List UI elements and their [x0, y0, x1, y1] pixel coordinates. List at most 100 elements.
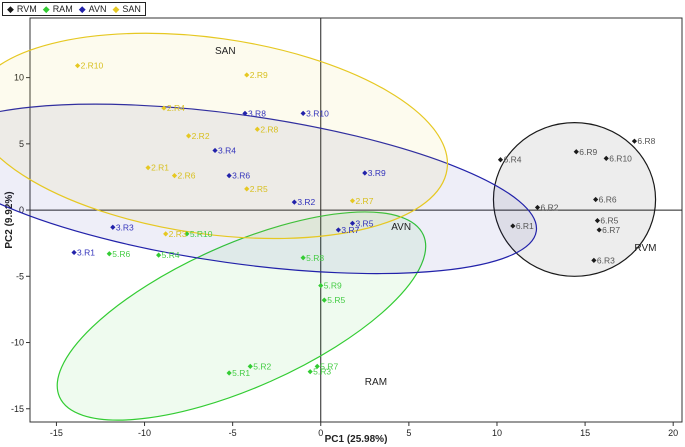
- point-label: 3.R1: [77, 247, 95, 257]
- legend-marker-icon: ◆: [78, 3, 86, 14]
- point-label: 3.R7: [341, 225, 359, 235]
- data-point-ram: [321, 297, 327, 303]
- data-point-rvm: [497, 157, 504, 163]
- point-label: 6.R6: [599, 194, 617, 204]
- data-point-rvm: [594, 218, 601, 224]
- data-point-san: [349, 198, 356, 204]
- data-point-ram: [184, 231, 190, 237]
- y-tick-label: -5: [16, 271, 24, 281]
- legend-item-avn: ◆ AVN: [79, 4, 107, 14]
- data-point-rvm: [593, 196, 599, 203]
- point-label: 2.R4: [167, 103, 185, 113]
- data-point-ram: [156, 252, 162, 258]
- point-label: 2.R8: [260, 124, 278, 134]
- data-point-rvm: [603, 155, 609, 162]
- point-label: 5.R5: [327, 295, 345, 305]
- legend-marker-icon: ◆: [42, 3, 50, 14]
- legend-item-rvm: ◆ RVM: [7, 4, 37, 14]
- point-label: 6.R2: [541, 202, 559, 212]
- point-label: 5.R1: [232, 368, 250, 378]
- legend-marker-icon: ◆: [7, 3, 14, 14]
- data-point-ram: [300, 255, 306, 261]
- data-point-avn: [362, 170, 368, 176]
- x-tick-label: -10: [138, 428, 151, 438]
- chart-legend: ◆ RVM ◆ RAM ◆ AVN ◆ SAN: [2, 2, 146, 16]
- point-label: 2.R7: [355, 196, 373, 206]
- data-point-san: [244, 72, 250, 78]
- data-point-avn: [71, 249, 77, 256]
- point-label: 5.R6: [112, 249, 130, 259]
- y-axis-label: PC2 (9.92%): [4, 191, 15, 248]
- data-point-rvm: [510, 223, 516, 229]
- point-label: 3.R4: [218, 145, 236, 155]
- data-point-avn: [226, 173, 232, 179]
- point-label: 5.R4: [162, 250, 180, 260]
- data-point-san: [161, 105, 167, 111]
- point-label: 2.R5: [250, 184, 268, 194]
- data-point-san: [171, 173, 178, 179]
- data-point-ram: [318, 282, 324, 289]
- point-label: 2.R10: [81, 61, 104, 71]
- data-point-ram: [314, 363, 320, 369]
- point-label: 2.R1: [151, 163, 169, 173]
- point-label: 6.R1: [516, 221, 534, 231]
- point-label: 3.R8: [248, 108, 266, 118]
- legend-item-san: ◆ SAN: [112, 4, 140, 14]
- point-label: 3.R10: [306, 108, 329, 118]
- data-point-san: [145, 165, 151, 171]
- point-label: 3.R3: [116, 222, 134, 232]
- legend-item-ram: ◆ RAM: [43, 4, 73, 14]
- data-point-avn: [335, 227, 341, 233]
- point-label: 2.R3: [169, 229, 187, 239]
- data-point-ram: [106, 251, 112, 257]
- group-label-san: SAN: [215, 46, 236, 57]
- legend-label: SAN: [122, 4, 141, 14]
- y-tick-label: 0: [19, 205, 24, 215]
- data-point-san: [244, 186, 250, 192]
- x-tick-label: 0: [318, 428, 323, 438]
- data-point-rvm: [591, 257, 597, 263]
- point-label: 6.R10: [609, 153, 632, 163]
- data-point-rvm: [631, 138, 638, 144]
- data-point-ram: [226, 370, 232, 376]
- y-tick-label: 5: [19, 139, 24, 149]
- point-label: 5.R10: [190, 229, 213, 239]
- point-label: 6.R9: [579, 147, 597, 157]
- point-label: 2.R9: [250, 70, 268, 80]
- data-point-san: [163, 231, 169, 237]
- point-label: 3.R6: [232, 171, 250, 181]
- point-label: 5.R3: [313, 367, 331, 377]
- group-label-ram: RAM: [365, 377, 387, 388]
- x-tick-label: 10: [492, 428, 502, 438]
- legend-label: RAM: [52, 4, 73, 14]
- point-label: 5.R7: [320, 361, 338, 371]
- data-point-avn: [242, 110, 248, 116]
- legend-marker-icon: ◆: [112, 3, 120, 14]
- data-point-ram: [307, 369, 313, 375]
- legend-label: RVM: [16, 4, 37, 14]
- point-label: 3.R2: [297, 197, 315, 207]
- point-label: 6.R4: [503, 155, 521, 165]
- data-point-avn: [291, 199, 297, 205]
- x-axis-label: PC1 (25.98%): [325, 434, 388, 445]
- data-point-san: [185, 133, 192, 139]
- point-label: 6.R7: [602, 225, 620, 235]
- data-point-rvm: [596, 227, 602, 233]
- group-label-rvm: RVM: [634, 243, 656, 254]
- confidence-ellipse-san: [0, 32, 449, 240]
- group-label-avn: AVN: [391, 222, 411, 233]
- x-tick-label: -5: [229, 428, 237, 438]
- y-tick-label: -10: [11, 338, 24, 348]
- point-label: 3.R9: [368, 168, 386, 178]
- point-label: 5.R9: [324, 281, 342, 291]
- x-tick-label: 15: [580, 428, 590, 438]
- point-label: 2.R2: [192, 131, 210, 141]
- x-tick-label: 20: [668, 428, 678, 438]
- data-point-rvm: [573, 149, 579, 155]
- point-label: 3.R5: [355, 218, 373, 228]
- data-point-san: [74, 63, 81, 69]
- x-tick-label: -15: [50, 428, 63, 438]
- data-point-avn: [212, 147, 218, 154]
- plot-frame: [29, 17, 683, 423]
